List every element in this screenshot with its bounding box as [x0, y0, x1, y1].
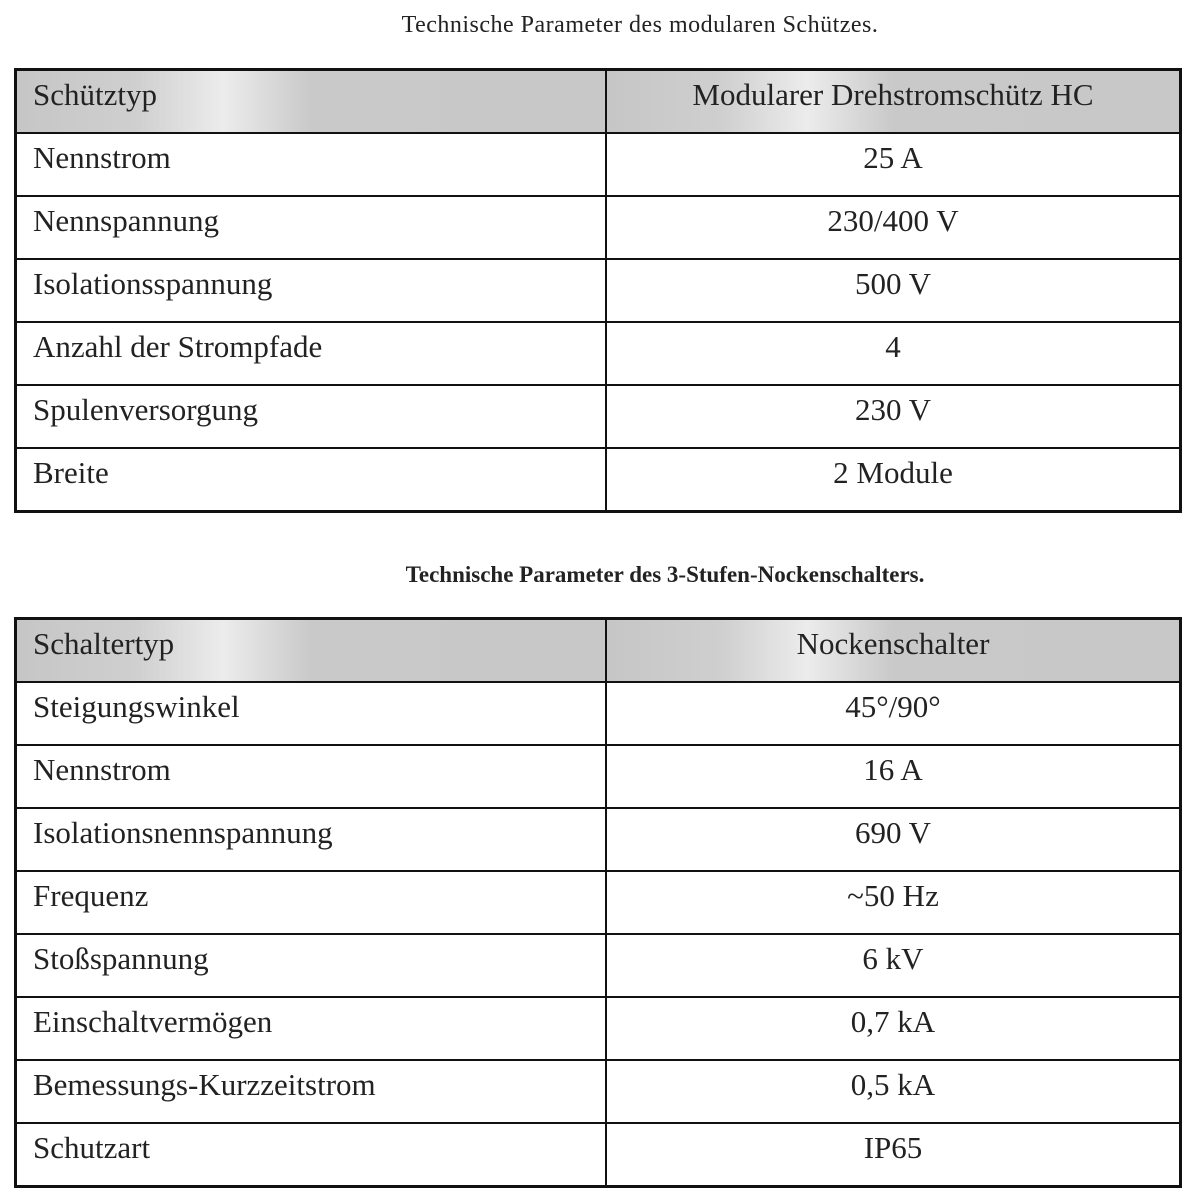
table-row: Breite 2 Module [14, 447, 1182, 513]
table-row: Isolationsnennspannung 690 V [14, 807, 1182, 872]
parameter-name-cell: Isolationsnennspannung [14, 807, 607, 872]
table-row: Frequenz ~50 Hz [14, 870, 1182, 935]
table-row: Stoßspannung 6 kV [14, 933, 1182, 998]
parameter-value-cell: 6 kV [605, 933, 1182, 998]
table-row: Nennstrom 25 A [14, 132, 1182, 197]
parameter-name-cell: Stoßspannung [14, 933, 607, 998]
parameter-value-cell: 16 A [605, 744, 1182, 809]
table1-title: Technische Parameter des modularen Schüt… [401, 12, 879, 38]
parameter-name-cell: Schutzart [14, 1122, 607, 1188]
table2-title: Technische Parameter des 3-Stufen-Nocken… [405, 562, 925, 587]
parameter-name-cell: Anzahl der Strompfade [14, 321, 607, 386]
table-row: Bemessungs-Kurzzeitstrom 0,5 kA [14, 1059, 1182, 1124]
parameter-name-cell: Breite [14, 447, 607, 513]
parameter-value-cell: ~50 Hz [605, 870, 1182, 935]
parameter-name-cell: Nennspannung [14, 195, 607, 260]
parameter-name-cell: Steigungswinkel [14, 681, 607, 746]
parameter-value-cell: 690 V [605, 807, 1182, 872]
parameter-name-cell: Nennstrom [14, 744, 607, 809]
parameter-value-cell: 4 [605, 321, 1182, 386]
parameter-name-cell: Frequenz [14, 870, 607, 935]
table-row: Nennstrom 16 A [14, 744, 1182, 809]
parameter-name-cell: Nennstrom [14, 132, 607, 197]
table-row: Nennspannung 230/400 V [14, 195, 1182, 260]
parameter-value-cell: 25 A [605, 132, 1182, 197]
parameter-value-cell: IP65 [605, 1122, 1182, 1188]
parameter-value-cell: 230 V [605, 384, 1182, 449]
contactor-parameters-table: Schütztyp Modularer Drehstromschütz HC Nen… [14, 68, 1182, 513]
table-header-row: Schütztyp Modularer Drehstromschütz HC [14, 68, 1182, 134]
parameter-value-cell: Nockenschalter [605, 617, 1182, 683]
parameter-name-cell: Einschaltvermögen [14, 996, 607, 1061]
table-row: Spulenversorgung 230 V [14, 384, 1182, 449]
parameter-value-cell: 45°/90° [605, 681, 1182, 746]
parameter-value-cell: 230/400 V [605, 195, 1182, 260]
parameter-name-cell: Spulenversorgung [14, 384, 607, 449]
parameter-name-cell: Schütztyp [14, 68, 607, 134]
parameter-value-cell: 2 Module [605, 447, 1182, 513]
parameter-name-cell: Bemessungs-Kurzzeitstrom [14, 1059, 607, 1124]
table-row: Isolationsspannung 500 V [14, 258, 1182, 323]
parameter-name-cell: Schaltertyp [14, 617, 607, 683]
table-header-row: Schaltertyp Nockenschalter [14, 617, 1182, 683]
parameter-value-cell: 500 V [605, 258, 1182, 323]
parameter-name-cell: Isolationsspannung [14, 258, 607, 323]
table-row: Einschaltvermögen 0,7 kA [14, 996, 1182, 1061]
parameter-value-cell: 0,5 kA [605, 1059, 1182, 1124]
cam-switch-parameters-table: Schaltertyp Nockenschalter Steigungswinkel… [14, 617, 1182, 1188]
table-row: Schutzart IP65 [14, 1122, 1182, 1188]
parameter-value-cell: 0,7 kA [605, 996, 1182, 1061]
parameter-value-cell: Modularer Drehstromschütz HC [605, 68, 1182, 134]
table-row: Steigungswinkel 45°/90° [14, 681, 1182, 746]
table-row: Anzahl der Strompfade 4 [14, 321, 1182, 386]
